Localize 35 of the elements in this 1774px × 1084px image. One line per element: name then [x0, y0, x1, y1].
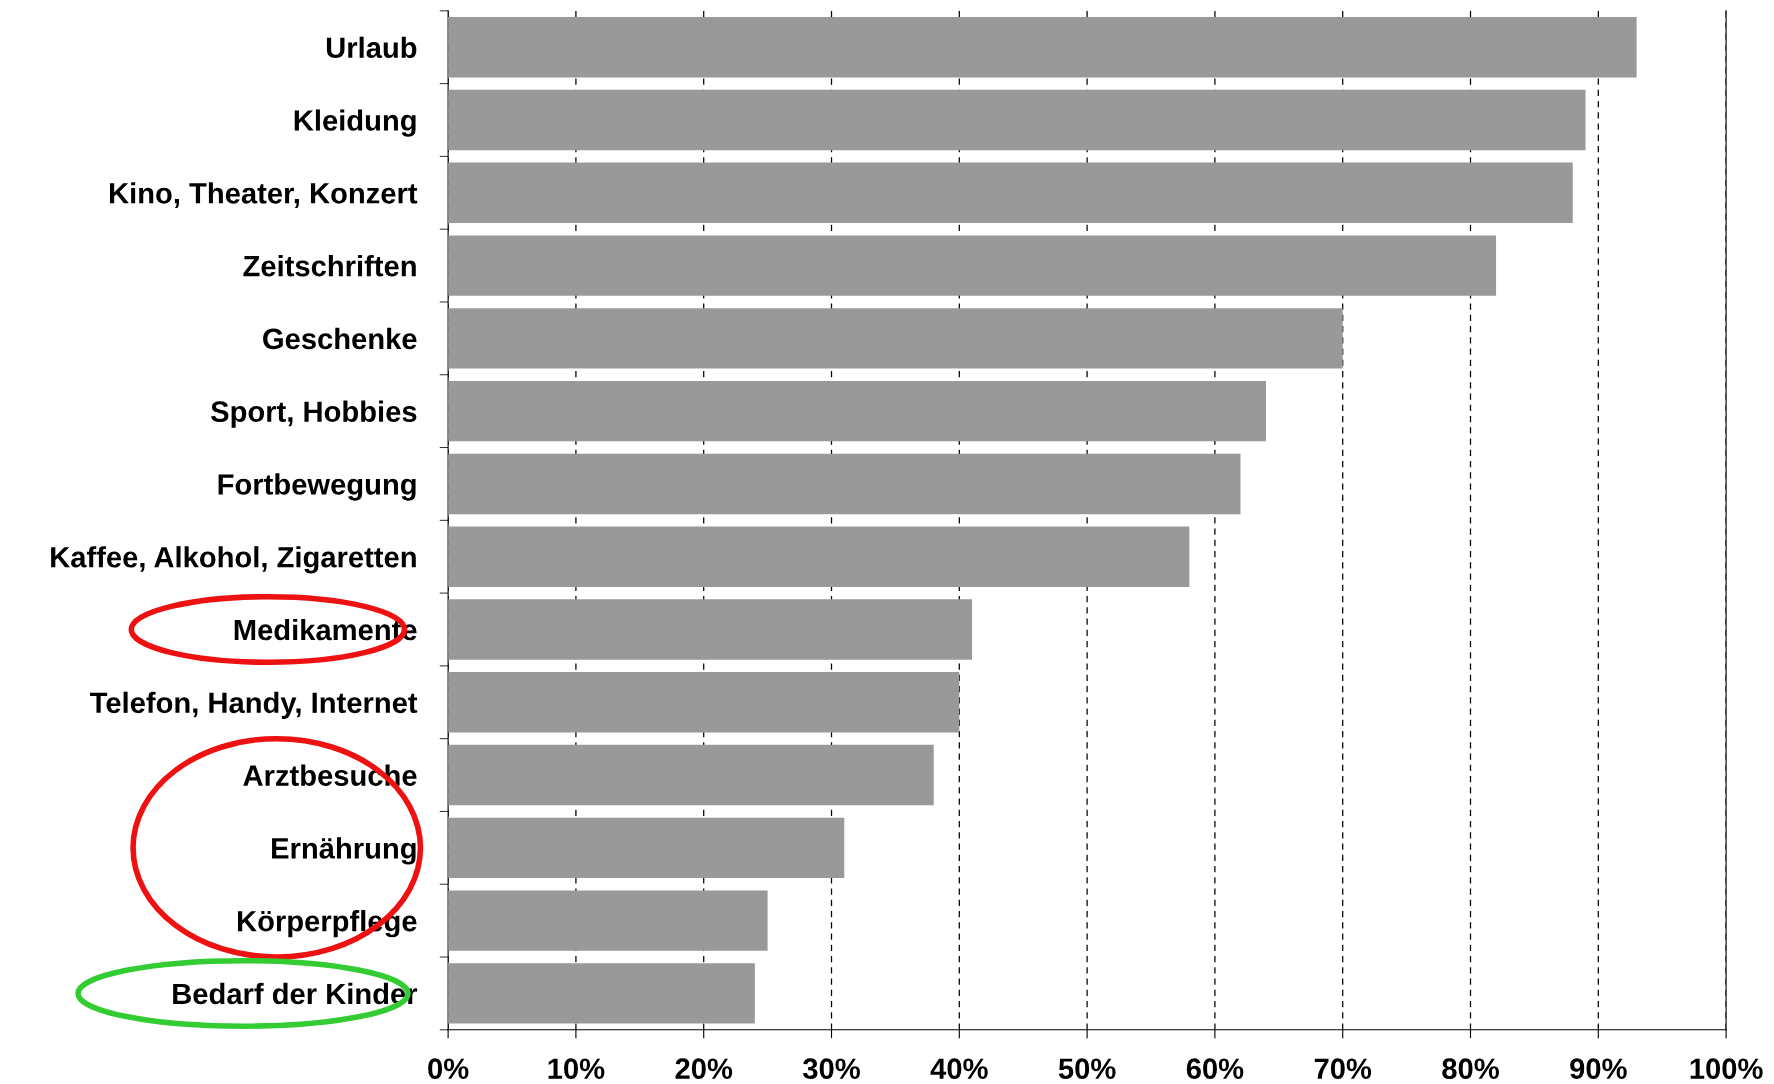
- bar: [448, 89, 1586, 151]
- x-tick-label: 70%: [1314, 1058, 1372, 1079]
- x-tick-label: 10%: [548, 1058, 605, 1079]
- y-tick-label: Zeitschriften: [243, 255, 416, 277]
- x-tick-label: 0%: [428, 1058, 469, 1079]
- bar: [448, 963, 755, 1024]
- bar: [448, 453, 1241, 515]
- y-tick-label: Fortbewegung: [218, 473, 416, 501]
- x-tick-label: 100%: [1690, 1058, 1763, 1079]
- x-tick-label: 80%: [1442, 1058, 1499, 1079]
- y-tick-label: Kaffee, Alkohol, Zigaretten: [51, 546, 416, 574]
- y-tick-label: Urlaub: [326, 36, 417, 59]
- y-tick-label: Ernährung: [272, 837, 416, 865]
- y-tick-label: Kleidung: [294, 109, 416, 137]
- x-tick-label: 40%: [930, 1058, 988, 1079]
- bar: [448, 744, 934, 806]
- x-tick-label: 60%: [1186, 1058, 1244, 1079]
- y-tick-label: Geschenke: [263, 327, 417, 350]
- x-tick-label: 90%: [1570, 1058, 1627, 1079]
- x-tick-label: 30%: [802, 1058, 860, 1080]
- bar: [448, 380, 1267, 442]
- bar: [448, 672, 960, 733]
- x-tick-label: 50%: [1058, 1058, 1116, 1079]
- bar: [448, 817, 845, 879]
- bar: [448, 599, 973, 660]
- bar: [448, 162, 1573, 223]
- bar: [448, 308, 1343, 369]
- bar: [448, 526, 1190, 587]
- y-tick-label: Telefon, Handy, Internet: [90, 691, 418, 719]
- bar: [448, 17, 1637, 78]
- bar: [448, 235, 1497, 296]
- y-tick-label: Sport, Hobbies: [210, 400, 417, 428]
- x-tick-label: 20%: [675, 1058, 733, 1079]
- bar: [448, 890, 768, 951]
- y-tick-label: Kino, Theater, Konzert: [109, 182, 418, 208]
